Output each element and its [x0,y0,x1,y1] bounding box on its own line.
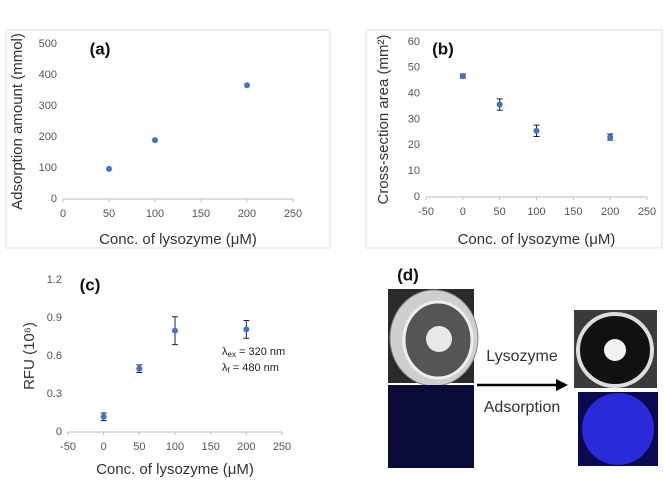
x-tick-label: 50 [494,206,506,218]
y-tick-label: 20 [408,139,420,151]
y-tick-label: 0 [51,193,57,205]
y-tick-label: 40 [408,88,420,100]
x-axis-title: Conc. of lysozyme (μM) [458,231,616,248]
x-axis-title: Conc. of lysozyme (μM) [96,461,254,478]
arrow-label: Lysozyme [486,348,558,365]
arrow-head [556,379,568,391]
y-axis-title: RFU (10⁶) [21,322,38,390]
y-tick-label: 50 [408,62,420,74]
x-tick-label: 0 [60,208,66,220]
x-tick-label: 150 [564,206,582,218]
x-axis-title: Conc. of lysozyme (μM) [99,231,257,248]
x-tick-label: 150 [192,208,210,220]
point [497,102,503,108]
x-tick-label: 250 [273,441,291,453]
point [152,137,158,143]
x-tick-label: 100 [166,441,184,453]
x-tick-label: -50 [60,441,76,453]
point [172,328,178,334]
y-tick-label: 0 [414,191,420,203]
point [460,73,466,79]
point [101,414,107,420]
y-tick-label: 0.6 [47,350,62,362]
arrow-label: Adsorption [484,399,561,416]
annotation-subscript: ex [228,350,236,359]
x-tick-label: -50 [418,206,434,218]
x-tick-label: 100 [527,206,545,218]
y-tick-label: 60 [408,36,420,48]
y-tick-label: 100 [39,162,57,174]
point [243,326,249,332]
panel-d: (d) Lysozyme Adsorption [388,265,658,468]
x-tick-label: 200 [601,206,619,218]
y-axis-title: Cross-section area (mm²) [375,34,392,204]
x-tick-label: 100 [146,208,164,220]
x-tick-label: 0 [101,441,107,453]
y-tick-label: 300 [39,100,57,112]
y-tick-label: 200 [39,131,57,143]
point [534,128,540,134]
y-tick-label: 10 [408,165,420,177]
y-tick-label: 0.9 [47,312,62,324]
panel-label: (a) [90,39,111,58]
annotation: λf = 480 nm [222,362,279,375]
y-axis-title: Adsorption amount (mmol) [9,33,26,210]
y-tick-label: 400 [39,69,57,81]
point [136,366,142,372]
glow [582,393,654,465]
panel-label: (b) [432,39,454,58]
x-tick-label: 50 [133,441,145,453]
panel-label: (d) [397,265,419,284]
x-tick-label: 250 [284,208,302,220]
photo-fluorescence [388,385,474,468]
annotation-text: = 480 nm [230,362,279,374]
y-tick-label: 1.2 [47,274,62,286]
annotation: λex = 320 nm [222,346,285,359]
figure: (d) Lysozyme Adsorption 0501001502002500… [0,0,665,485]
drop [604,339,626,361]
x-tick-label: 200 [237,441,255,453]
y-tick-label: 0 [56,426,62,438]
annotation-text: = 320 nm [236,346,285,358]
y-tick-label: 500 [39,38,57,50]
panel-label: (c) [80,275,101,294]
x-tick-label: 50 [103,208,115,220]
x-tick-label: 150 [201,441,219,453]
x-tick-label: 0 [460,206,466,218]
point [607,134,613,140]
point [106,166,112,172]
y-tick-label: 30 [408,113,420,125]
x-tick-label: 250 [638,206,656,218]
drop [426,326,452,352]
point [244,82,250,88]
y-tick-label: 0.3 [47,388,62,400]
x-tick-label: 200 [238,208,256,220]
